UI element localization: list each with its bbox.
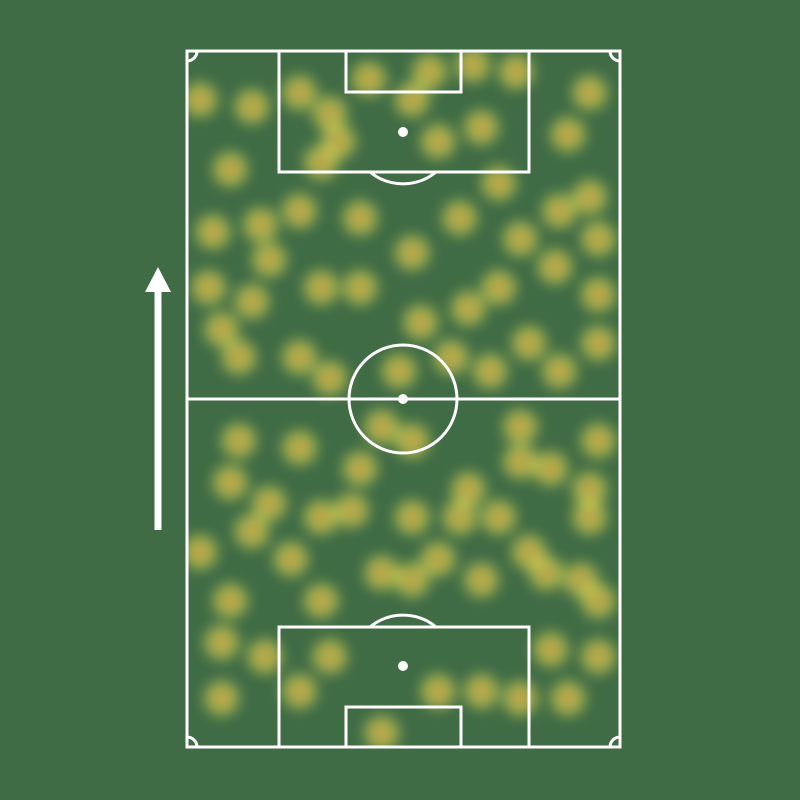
heat-core (579, 187, 600, 208)
heat-core (510, 451, 531, 472)
heat-core (402, 507, 423, 528)
heat-core (558, 124, 579, 145)
heat-core (371, 416, 392, 437)
heat-core (189, 89, 210, 110)
heat-core (189, 542, 210, 563)
heat-core (428, 681, 449, 702)
heat-core (319, 368, 340, 389)
heat-core (428, 131, 449, 152)
heat-core (241, 521, 262, 542)
heat-core (350, 458, 371, 479)
heat-core (198, 277, 219, 298)
heat-core (319, 103, 340, 124)
heat-core (540, 639, 561, 660)
heat-core (289, 681, 310, 702)
heat-core (449, 208, 470, 229)
heat-core (419, 61, 440, 82)
heat-core (220, 159, 241, 180)
heat-core (588, 646, 609, 667)
heatmap (187, 51, 616, 747)
heat-core (588, 590, 609, 611)
heat-core (228, 347, 249, 368)
heat-core (311, 152, 332, 173)
heat-core (510, 416, 531, 437)
heat-core (241, 291, 262, 312)
heat-core (558, 688, 579, 709)
heat-core (588, 430, 609, 451)
heat-core (402, 89, 423, 110)
heat-core (510, 688, 531, 709)
heat-core (319, 646, 340, 667)
heat-core (571, 569, 592, 590)
heat-core (289, 437, 310, 458)
heat-core (588, 284, 609, 305)
heat-core (428, 549, 449, 570)
heat-core (350, 277, 371, 298)
heat-core (519, 542, 540, 563)
heat-core (488, 507, 509, 528)
heat-core (371, 723, 392, 744)
pitch-lines (185, 49, 622, 749)
heat-core (241, 96, 262, 117)
heat-core (228, 430, 249, 451)
heat-core (510, 228, 531, 249)
heat-core (549, 201, 570, 222)
heat-core (211, 319, 232, 340)
heat-core (579, 479, 600, 500)
heat-core (220, 590, 241, 611)
heat-core (211, 688, 232, 709)
heat-core (458, 479, 479, 500)
heat-core (458, 298, 479, 319)
heat-core (254, 646, 275, 667)
heat-core (536, 563, 557, 583)
heat-core (480, 361, 501, 382)
heat-core (311, 507, 332, 528)
hot-layer (189, 54, 609, 744)
heat-core (488, 277, 509, 298)
heat-core (289, 201, 310, 222)
heat-core (280, 549, 301, 570)
heat-core (540, 458, 561, 479)
heat-core (506, 61, 527, 82)
heat-core (441, 347, 462, 368)
heat-core (259, 493, 280, 514)
heat-core (220, 472, 241, 493)
heat-core (519, 333, 540, 354)
heat-core (545, 256, 566, 277)
heat-core (402, 242, 423, 263)
heat-core (549, 361, 570, 382)
heat-core (211, 632, 232, 653)
heat-core (289, 82, 310, 103)
heat-core (341, 500, 362, 521)
heat-core (250, 215, 271, 235)
heat-core (289, 347, 310, 368)
heat-core (579, 82, 600, 103)
heat-core (588, 333, 609, 354)
heat-core (449, 507, 470, 528)
heat-core (350, 208, 371, 229)
heat-core (462, 54, 483, 75)
heat-core (488, 173, 509, 194)
heat-core (389, 361, 410, 382)
heat-core (371, 563, 392, 583)
heat-core (579, 507, 600, 528)
heat-core (259, 249, 280, 270)
heat-core (402, 430, 423, 451)
heat-core (402, 569, 423, 590)
heat-core (202, 221, 223, 242)
heat-core (471, 569, 492, 590)
heat-core (588, 228, 609, 249)
heat-core (358, 68, 379, 89)
heat-core (410, 312, 431, 333)
heat-core (471, 681, 492, 702)
heat-core (471, 117, 492, 138)
direction-arrow (145, 267, 171, 530)
heat-core (328, 131, 349, 152)
heat-core (311, 277, 332, 298)
heat-core (311, 590, 332, 611)
